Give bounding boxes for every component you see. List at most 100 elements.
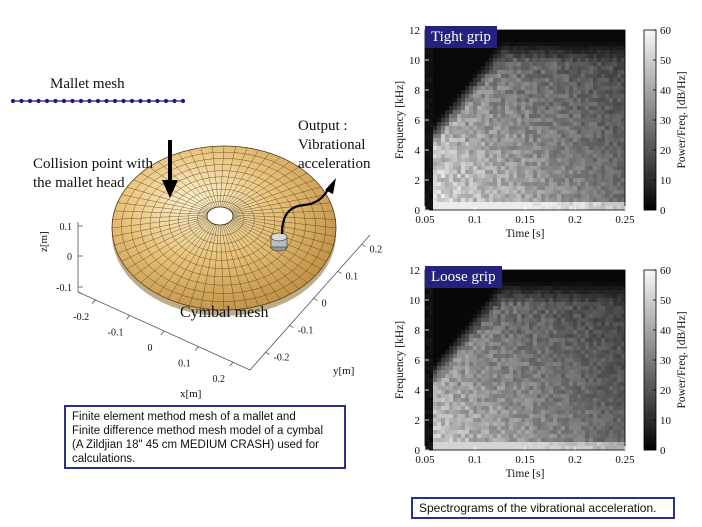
- colorbar-tick-label: 20: [660, 145, 672, 157]
- y-tick-label: 0: [415, 445, 421, 457]
- z-tick-label: 0.1: [60, 222, 73, 233]
- left-caption-line: calculations.: [72, 453, 136, 465]
- colorbar-tick-label: 30: [660, 355, 672, 367]
- y-axis-label: Frequency [kHz]: [394, 321, 406, 399]
- output-label-line2: Vibrational: [298, 137, 366, 153]
- mallet-node: [95, 98, 101, 104]
- colorbar-tick-label: 30: [660, 115, 672, 127]
- x-tick-label: 0.2: [213, 374, 226, 385]
- mallet-node: [180, 98, 186, 104]
- y-tick-label: 6: [415, 115, 421, 127]
- z-tick-label: -0.1: [56, 283, 72, 294]
- mallet-node: [19, 98, 24, 104]
- mallet-node: [10, 98, 16, 104]
- mallet-node: [36, 98, 41, 104]
- collision-label-line2: the mallet head: [33, 175, 125, 191]
- mallet-mesh: [10, 98, 186, 104]
- mallet-node: [53, 98, 58, 104]
- y-tick-label: 0.1: [346, 271, 359, 282]
- x-tick-label: 0.05: [415, 454, 435, 466]
- colorbar-tick-label: 40: [660, 85, 672, 97]
- y-tick-label: 2: [415, 175, 421, 187]
- mallet-node: [104, 98, 109, 104]
- left-caption-line: Finite difference method mesh model of a…: [72, 425, 323, 437]
- output-label-line1: Output :: [298, 118, 348, 134]
- mallet-node: [146, 98, 152, 104]
- x-tick-label: 0.15: [515, 454, 535, 466]
- colorbar-tick-label: 10: [660, 415, 672, 427]
- x-tick-label: 0.1: [468, 214, 482, 226]
- collision-arrow: [162, 140, 178, 198]
- spectrogram-figure: 0 2 4 6 8 10 12 0.05 0.1 0.15 0.2 0.25 Time [s] Frequ…: [394, 25, 688, 480]
- colorbar-tick-label: 50: [660, 55, 672, 67]
- x-tick-label: 0.2: [568, 454, 582, 466]
- colorbar-tick-label: 10: [660, 175, 672, 187]
- mallet-label: Mallet mesh: [50, 76, 125, 92]
- collision-label-line1: Collision point with: [33, 156, 154, 172]
- mallet-node: [172, 98, 177, 104]
- mallet-node: [121, 98, 126, 104]
- mallet-node: [163, 98, 169, 104]
- left-caption-line: (A Zildjian 18" 45 cm MEDIUM CRASH) used…: [72, 439, 319, 451]
- y-tick-label: 10: [409, 295, 421, 307]
- z-axis-label: z[m]: [38, 231, 50, 252]
- y-tick-label: 10: [409, 55, 421, 67]
- x-tick-label: 0.1: [178, 359, 191, 370]
- y-tick-label: -0.1: [298, 325, 314, 336]
- x-tick-label: 0: [148, 343, 153, 354]
- cymbal-diagram: 0.1 0 -0.1 -0.2 -0.1 0 0.1 0.2 0.2 0.1 0 -0.1 -0.2: [10, 98, 383, 385]
- y-tick-label: 12: [409, 25, 420, 37]
- y-axis-label: y[m]: [333, 365, 355, 377]
- y-axis-label: Frequency [kHz]: [394, 81, 406, 159]
- axis-ticks: [78, 225, 366, 367]
- y-tick-label: 4: [415, 385, 421, 397]
- z-tick-labels: 0.1 0 -0.1: [56, 222, 72, 294]
- x-axis-label: x[m]: [180, 388, 202, 400]
- colorbar-label: Power/Freq. [dB/Hz]: [676, 71, 688, 168]
- colorbar-tick-label: 50: [660, 295, 672, 307]
- mallet-node: [44, 98, 50, 104]
- loose-grip-title: Loose grip: [425, 266, 502, 288]
- colorbar-tick-label: 0: [660, 205, 666, 217]
- z-tick-label: 0: [67, 252, 72, 263]
- colorbar-tick-label: 60: [660, 25, 672, 37]
- left-caption-line: Finite element method mesh of a mallet a…: [72, 411, 296, 423]
- x-tick-label: -0.1: [108, 327, 124, 338]
- y-tick-label: 12: [409, 265, 420, 277]
- x-tick-labels: -0.2 -0.1 0 0.1 0.2: [73, 312, 225, 385]
- colorbar-label: Power/Freq. [dB/Hz]: [676, 311, 688, 408]
- mallet-node: [112, 98, 118, 104]
- x-tick-label: 0.2: [568, 214, 582, 226]
- y-tick-labels: 0.2 0.1 0 -0.1 -0.2: [274, 244, 383, 363]
- mallet-node: [138, 98, 143, 104]
- x-axis-label: Time [s]: [506, 228, 545, 240]
- y-tick-label: -0.2: [274, 352, 290, 363]
- output-label-line3: acceleration: [298, 156, 371, 172]
- x-tick-label: 0.15: [515, 214, 535, 226]
- y-tick-label: 2: [415, 415, 421, 427]
- x-tick-label: 0.25: [615, 214, 635, 226]
- x-tick-label: 0.25: [615, 454, 635, 466]
- y-tick-label: 0: [322, 298, 327, 309]
- loose-grip-spectrogram: 0 2 4 6 8 10 12 0.05 0.1 0.15 0.2 0.25 Time [s] Frequ…: [394, 265, 688, 480]
- y-tick-label: 6: [415, 355, 421, 367]
- tight-grip-title: Tight grip: [425, 26, 497, 48]
- colorbar-tick-label: 60: [660, 265, 672, 277]
- y-tick-label: 0: [415, 205, 421, 217]
- mallet-node: [70, 98, 75, 104]
- x-tick-label: -0.2: [73, 312, 89, 323]
- x-tick-label: 0.1: [468, 454, 482, 466]
- y-tick-label: 4: [415, 145, 421, 157]
- tight-grip-spectrogram: 0 2 4 6 8 10 12 0.05 0.1 0.15 0.2 0.25 Time [s] Frequ…: [394, 25, 688, 240]
- left-caption: Finite element method mesh of a mallet a…: [64, 405, 346, 469]
- mallet-node: [78, 98, 84, 104]
- right-caption: Spectrograms of the vibrational accelera…: [411, 497, 675, 519]
- y-tick-label: 8: [415, 325, 421, 337]
- mallet-node: [155, 98, 160, 104]
- y-tick-label: 8: [415, 85, 421, 97]
- mallet-node: [27, 98, 33, 104]
- x-tick-label: 0.05: [415, 214, 435, 226]
- output-arrow: [280, 178, 336, 235]
- output-sensor: [270, 232, 288, 252]
- mallet-node: [87, 98, 92, 104]
